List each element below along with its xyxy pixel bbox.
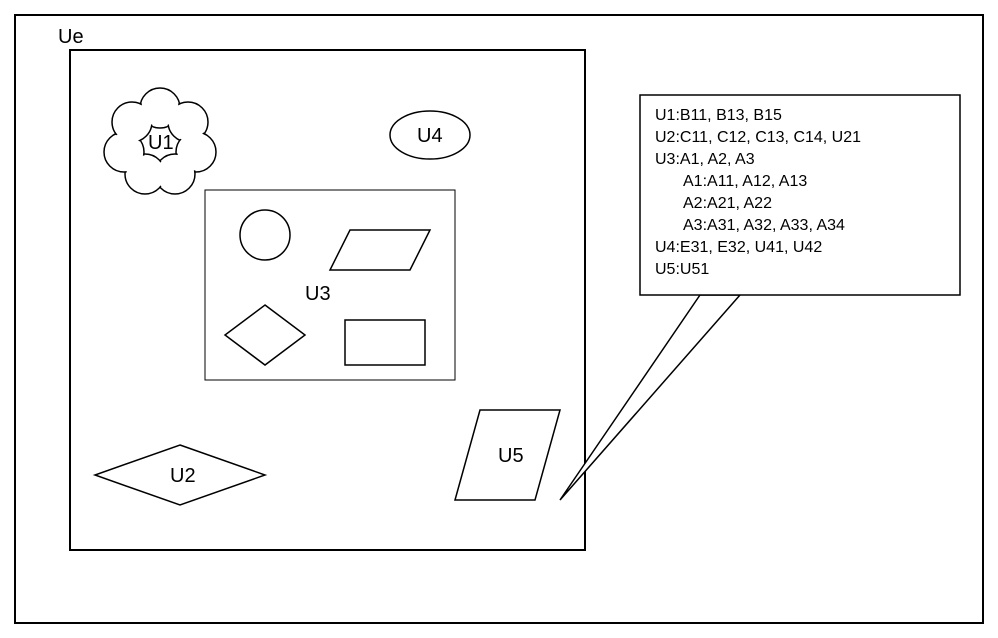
u1-label: U1	[148, 132, 174, 154]
callout-line: U3:A1, A2, A3	[655, 151, 755, 168]
callout-line: U4:E31, E32, U41, U42	[655, 239, 822, 256]
u3-inner-diamond-icon	[225, 305, 305, 365]
callout-line: U1:B11, B13, B15	[655, 107, 782, 124]
callout-pointer-icon	[560, 295, 740, 500]
ue-label: Ue	[58, 26, 84, 48]
callout-line: U5:U51	[655, 261, 709, 278]
u5-label: U5	[498, 445, 524, 467]
callout-line: A1:A11, A12, A13	[683, 173, 807, 190]
u3-inner-rect-icon	[345, 320, 425, 365]
u3-inner-parallelogram-icon	[330, 230, 430, 270]
callout-line: U2:C11, C12, C13, C14, U21	[655, 129, 861, 146]
u4-label: U4	[417, 125, 443, 147]
callout-line: A3:A31, A32, A33, A34	[683, 217, 845, 234]
callout-line: A2:A21, A22	[683, 195, 772, 212]
u3-inner-circle-icon	[240, 210, 290, 260]
u3-label: U3	[305, 283, 331, 305]
u2-label: U2	[170, 465, 196, 487]
